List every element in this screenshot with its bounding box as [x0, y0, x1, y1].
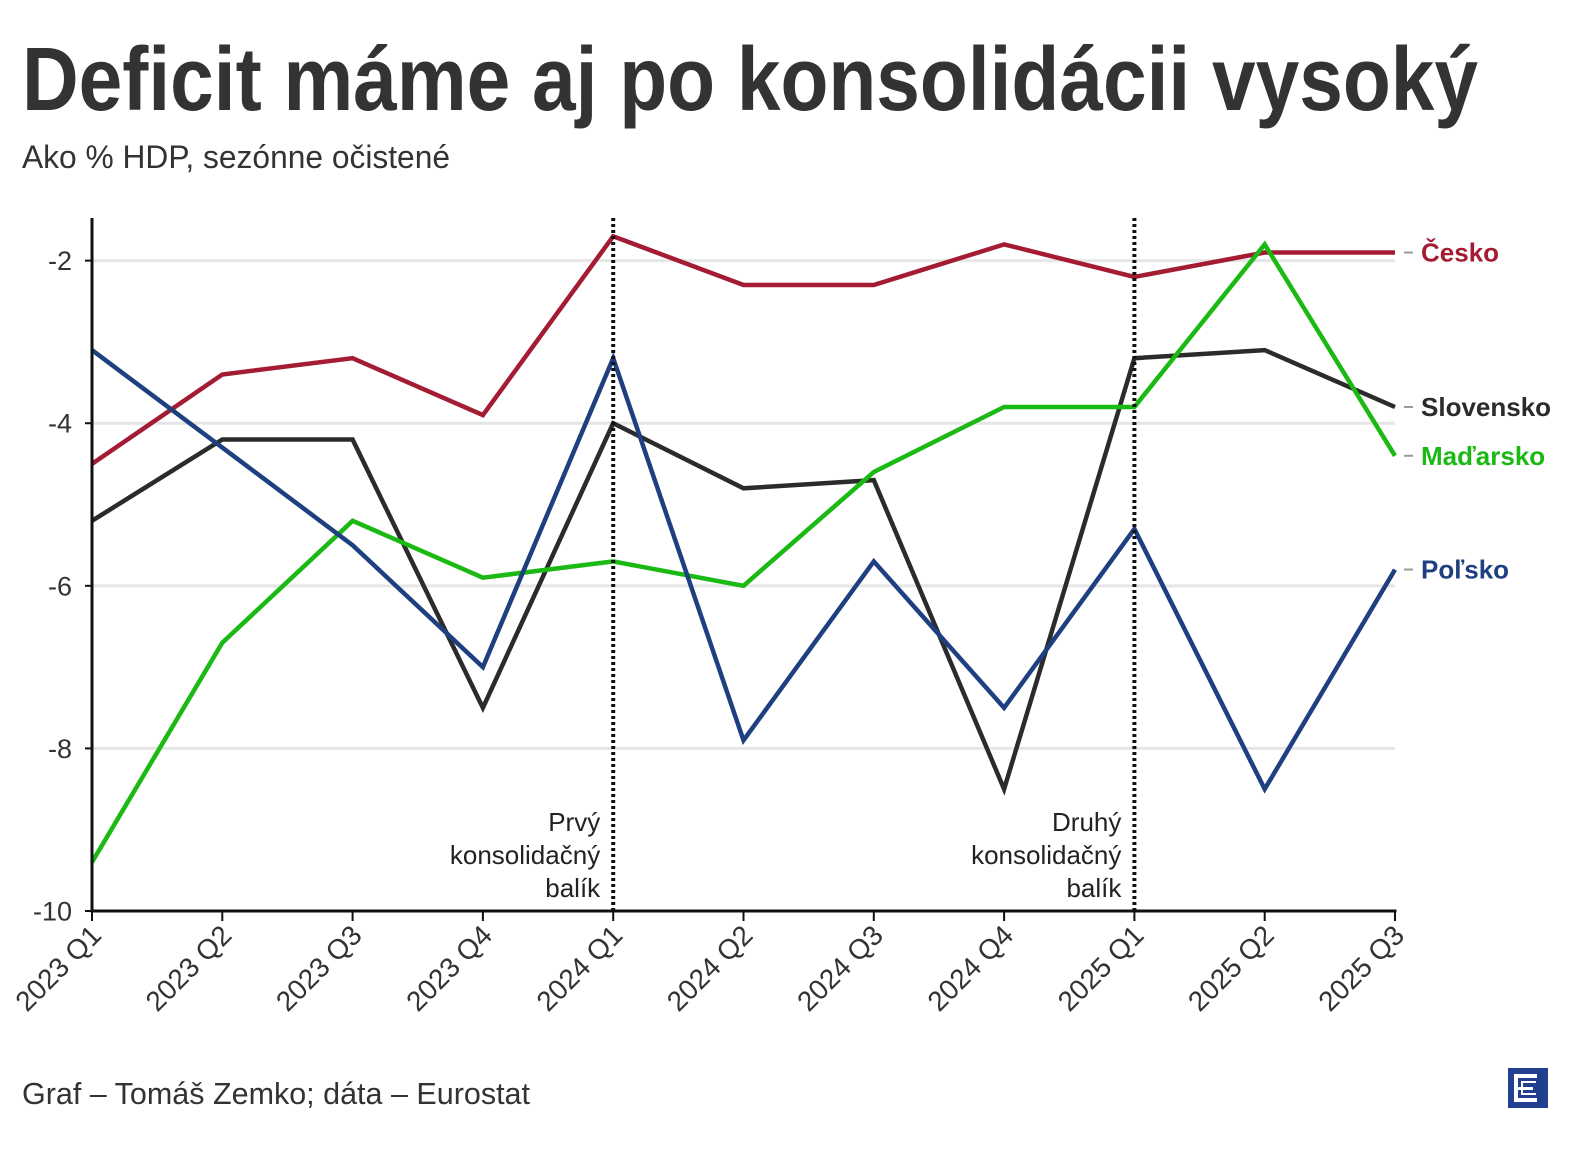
chart-source: Graf – Tomáš Zemko; dáta – Eurostat [22, 1076, 530, 1111]
x-tick-label: 2023 Q3 [270, 919, 368, 1017]
series-line [90, 240, 1397, 864]
series-line [90, 347, 1396, 796]
x-tick-label: 2025 Q2 [1182, 919, 1280, 1017]
annotation-text: Druhý [1052, 807, 1121, 837]
y-tick-label: -6 [48, 571, 72, 601]
logo-stroke [1521, 1093, 1536, 1095]
x-tick-label: 2023 Q1 [9, 919, 107, 1017]
y-tick-label: -4 [48, 409, 72, 439]
x-tick-label: 2024 Q3 [791, 919, 889, 1017]
logo-stroke [1514, 1074, 1537, 1078]
x-tick-label: 2023 Q4 [400, 919, 498, 1017]
series-end-label: Maďarsko [1421, 441, 1545, 471]
series-end-label: Poľsko [1421, 555, 1509, 585]
annotation-text: konsolidačný [450, 840, 600, 870]
annotation-text: konsolidačný [971, 840, 1121, 870]
x-tick-label: 2024 Q4 [921, 919, 1019, 1017]
chart-subtitle: Ako % HDP, sezónne očistené [22, 139, 450, 175]
y-tick-label: -2 [48, 246, 72, 276]
logo-stroke [1514, 1087, 1533, 1090]
logo-stroke [1521, 1081, 1523, 1095]
y-tick-label: -8 [48, 734, 72, 764]
annotation-text: balík [545, 873, 601, 903]
y-tick-label: -10 [33, 896, 72, 926]
annotation-text: Prvý [548, 807, 600, 837]
chart-title: Deficit máme aj po konsolidácii vysoký [22, 30, 1478, 130]
logo-stroke [1514, 1098, 1537, 1102]
logo-stroke [1521, 1081, 1536, 1083]
series-line [90, 233, 1395, 466]
series-lines [90, 233, 1397, 864]
series-end-label: Slovensko [1421, 392, 1551, 422]
e-logo-icon [1508, 1068, 1548, 1108]
series-end-labels: Česko Slovensko Maďarsko Poľsko [1404, 238, 1551, 585]
x-tick-label: 2023 Q2 [140, 919, 238, 1017]
x-tick-label: 2024 Q2 [661, 919, 759, 1017]
x-tick-label: 2024 Q1 [530, 919, 628, 1017]
gridlines [92, 259, 1395, 750]
series-line [90, 348, 1397, 794]
annotations: PrvýkonsolidačnýbalíkDruhýkonsolidačnýba… [450, 218, 1137, 911]
series-end-label: Česko [1421, 238, 1499, 268]
x-tick-label: 2025 Q1 [1052, 919, 1150, 1017]
x-tick-label: 2025 Q3 [1312, 919, 1410, 1017]
annotation-text: balík [1066, 873, 1122, 903]
